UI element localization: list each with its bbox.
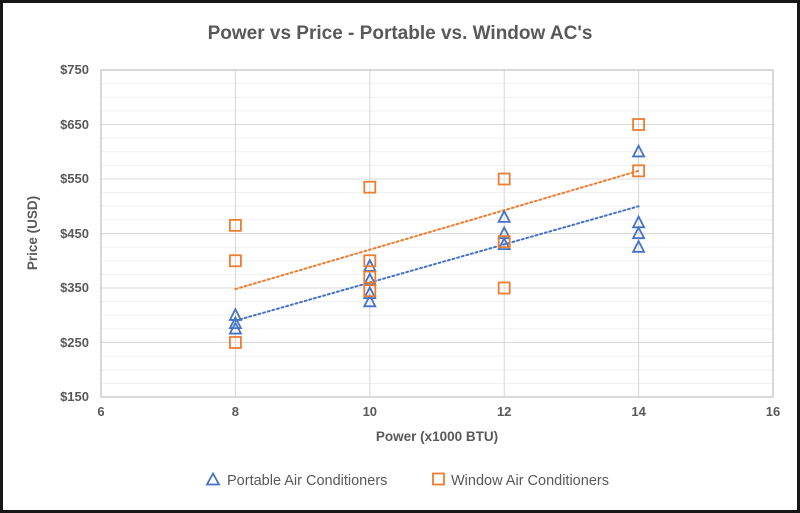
x-tick-10: 10	[363, 404, 377, 419]
data-point-marker	[497, 281, 511, 295]
data-point-marker	[363, 284, 377, 298]
data-point-marker	[497, 235, 511, 249]
x-tick-14: 14	[631, 404, 646, 419]
data-point-marker	[497, 236, 512, 250]
data-point-marker	[632, 118, 645, 131]
trendline	[234, 205, 640, 322]
y-tick-450: $450	[60, 226, 89, 241]
plot-area-border	[100, 69, 774, 398]
data-series[interactable]	[228, 118, 646, 349]
y-tick-650: $650	[60, 117, 89, 132]
data-point-marker	[228, 315, 243, 330]
x-axis-tick-labels: 6 8 10 12 14 16	[97, 404, 780, 419]
x-tick-16: 16	[766, 404, 780, 419]
data-point-marker	[228, 336, 242, 349]
data-point-marker	[363, 270, 377, 284]
y-tick-250: $250	[60, 335, 89, 350]
scatter-chart[interactable]: Power vs Price - Portable vs. Window AC'…	[3, 3, 797, 510]
x-tick-6: 6	[97, 404, 104, 419]
data-point-marker	[631, 143, 646, 158]
data-point-marker	[228, 307, 243, 321]
legend: Portable Air Conditioners Window Air Con…	[205, 471, 609, 489]
data-point-marker	[228, 254, 242, 268]
y-tick-750: $750	[60, 62, 89, 77]
window-square-icon	[432, 472, 445, 486]
chart-title: Power vs Price - Portable vs. Window AC'…	[208, 23, 593, 44]
data-point-marker	[631, 225, 646, 240]
gridlines	[100, 69, 774, 398]
data-point-marker	[228, 320, 243, 335]
y-tick-550: $550	[60, 171, 89, 186]
data-point-marker	[228, 218, 242, 232]
legend-item-window[interactable]: Window Air Conditioners	[432, 472, 609, 489]
data-point-marker	[632, 164, 645, 178]
data-point-marker	[362, 293, 377, 308]
x-axis-title: Power (x1000 BTU)	[376, 429, 498, 444]
y-tick-350: $350	[60, 280, 89, 295]
data-point-marker	[363, 254, 377, 268]
data-point-marker	[497, 172, 511, 186]
legend-label-portable: Portable Air Conditioners	[227, 473, 387, 489]
data-point-marker	[362, 285, 377, 300]
legend-label-window: Window Air Conditioners	[451, 473, 609, 489]
data-point-marker	[363, 180, 377, 194]
y-tick-150: $150	[60, 389, 89, 404]
y-axis-tick-labels: $150 $250 $350 $450 $550 $650 $750	[60, 62, 89, 404]
x-tick-8: 8	[232, 404, 239, 419]
trendline	[234, 169, 640, 291]
data-point-marker	[497, 209, 512, 223]
legend-item-portable[interactable]: Portable Air Conditioners	[205, 471, 387, 489]
x-tick-12: 12	[497, 404, 511, 419]
portable-triangle-icon	[205, 471, 221, 486]
data-point-marker	[631, 239, 646, 253]
y-axis-title: Price (USD)	[25, 196, 40, 270]
